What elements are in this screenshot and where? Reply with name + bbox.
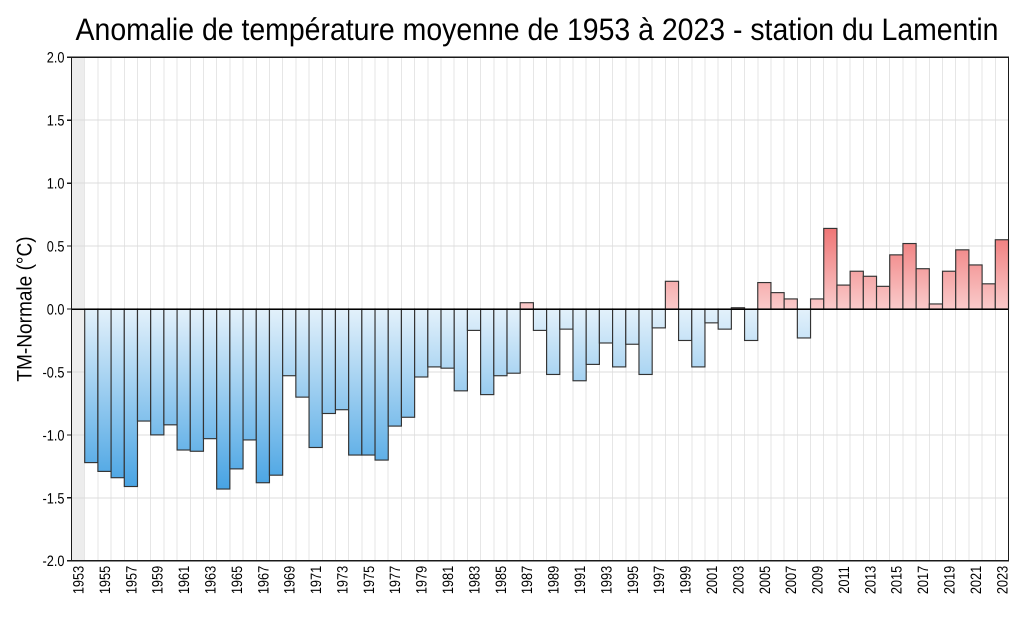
svg-text:2009: 2009 <box>810 566 827 594</box>
svg-text:1981: 1981 <box>440 566 457 594</box>
svg-text:Anomalie de température moyenn: Anomalie de température moyenne de 1953 … <box>76 12 999 47</box>
svg-text:-1.5: -1.5 <box>43 490 65 507</box>
svg-text:2011: 2011 <box>836 566 853 593</box>
svg-text:1967: 1967 <box>255 566 272 594</box>
svg-text:1993: 1993 <box>598 566 615 594</box>
svg-text:2007: 2007 <box>783 566 800 594</box>
svg-text:1957: 1957 <box>123 566 140 594</box>
svg-text:2019: 2019 <box>942 566 959 594</box>
svg-text:1.5: 1.5 <box>47 113 65 130</box>
svg-text:-2.0: -2.0 <box>43 553 65 570</box>
svg-text:2001: 2001 <box>704 566 721 594</box>
svg-text:1983: 1983 <box>466 566 483 594</box>
svg-text:2013: 2013 <box>862 566 879 594</box>
svg-text:2003: 2003 <box>730 566 747 594</box>
svg-text:0.5: 0.5 <box>47 238 65 255</box>
svg-text:1985: 1985 <box>493 566 510 594</box>
svg-text:2005: 2005 <box>757 566 774 594</box>
svg-text:1965: 1965 <box>229 566 246 594</box>
svg-text:2021: 2021 <box>968 566 985 594</box>
svg-text:1977: 1977 <box>387 566 404 594</box>
svg-text:1953: 1953 <box>71 566 88 594</box>
svg-text:1955: 1955 <box>97 566 114 594</box>
svg-text:2017: 2017 <box>915 566 932 594</box>
svg-text:1959: 1959 <box>150 566 167 594</box>
svg-text:1973: 1973 <box>334 566 351 594</box>
svg-text:1991: 1991 <box>572 566 589 594</box>
svg-text:1975: 1975 <box>361 566 378 594</box>
svg-text:2015: 2015 <box>889 566 906 594</box>
svg-text:1979: 1979 <box>414 566 431 594</box>
svg-text:1987: 1987 <box>519 566 536 594</box>
svg-text:1.0: 1.0 <box>47 176 65 193</box>
svg-text:2023: 2023 <box>994 566 1011 594</box>
svg-text:-1.0: -1.0 <box>43 427 65 444</box>
svg-text:-0.5: -0.5 <box>43 364 65 381</box>
svg-text:1997: 1997 <box>651 566 668 594</box>
svg-text:1995: 1995 <box>625 566 642 594</box>
svg-text:1999: 1999 <box>678 566 695 594</box>
svg-text:1989: 1989 <box>546 566 563 594</box>
svg-text:1969: 1969 <box>282 566 299 594</box>
svg-text:TM-Normale (°C): TM-Normale (°C) <box>14 236 37 381</box>
svg-text:1971: 1971 <box>308 566 325 594</box>
svg-text:0.0: 0.0 <box>47 301 65 318</box>
svg-text:2.0: 2.0 <box>47 50 65 67</box>
svg-text:1963: 1963 <box>202 566 219 594</box>
svg-text:1961: 1961 <box>176 566 193 594</box>
